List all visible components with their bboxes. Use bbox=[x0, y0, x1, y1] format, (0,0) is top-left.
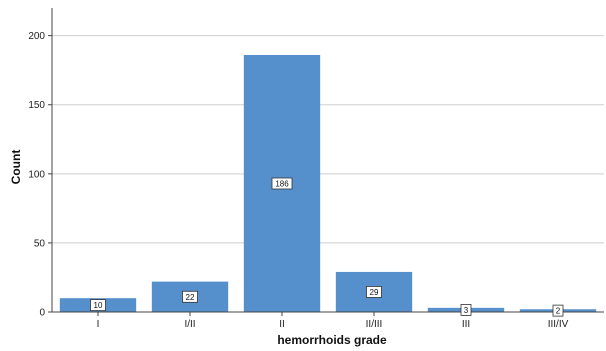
data-label: 3 bbox=[464, 306, 469, 315]
y-tick-label: 100 bbox=[28, 169, 45, 180]
data-label-box bbox=[366, 286, 382, 298]
data-label-box bbox=[182, 290, 198, 303]
y-axis-title: Count bbox=[9, 150, 23, 185]
y-tick-label: 200 bbox=[28, 31, 45, 42]
x-tick-label: I/II bbox=[184, 319, 195, 330]
data-label: 29 bbox=[370, 288, 379, 297]
data-label-box bbox=[552, 304, 564, 317]
x-tick-label: III/IV bbox=[548, 319, 569, 330]
grid-lines bbox=[52, 35, 604, 244]
x-tick-label: II/III bbox=[366, 319, 383, 330]
data-label: 10 bbox=[94, 301, 103, 310]
x-tick-label: I bbox=[97, 319, 100, 330]
data-label-box bbox=[90, 299, 106, 311]
data-label: 186 bbox=[275, 179, 289, 188]
data-label: 22 bbox=[186, 293, 195, 302]
x-axis-title: hemorrhoids grade bbox=[277, 333, 387, 347]
y-tick-label: 50 bbox=[34, 238, 46, 249]
data-labels: 10 22 186 29 3 2 bbox=[90, 177, 564, 317]
y-tick-label: 150 bbox=[28, 100, 45, 111]
x-tick-label: II bbox=[279, 319, 285, 330]
data-label-box bbox=[271, 177, 293, 190]
y-tick-label: 0 bbox=[39, 308, 45, 319]
bars bbox=[59, 54, 597, 313]
data-label: 2 bbox=[556, 307, 561, 316]
x-tick-label: III bbox=[462, 319, 470, 330]
data-label-box bbox=[460, 304, 472, 316]
